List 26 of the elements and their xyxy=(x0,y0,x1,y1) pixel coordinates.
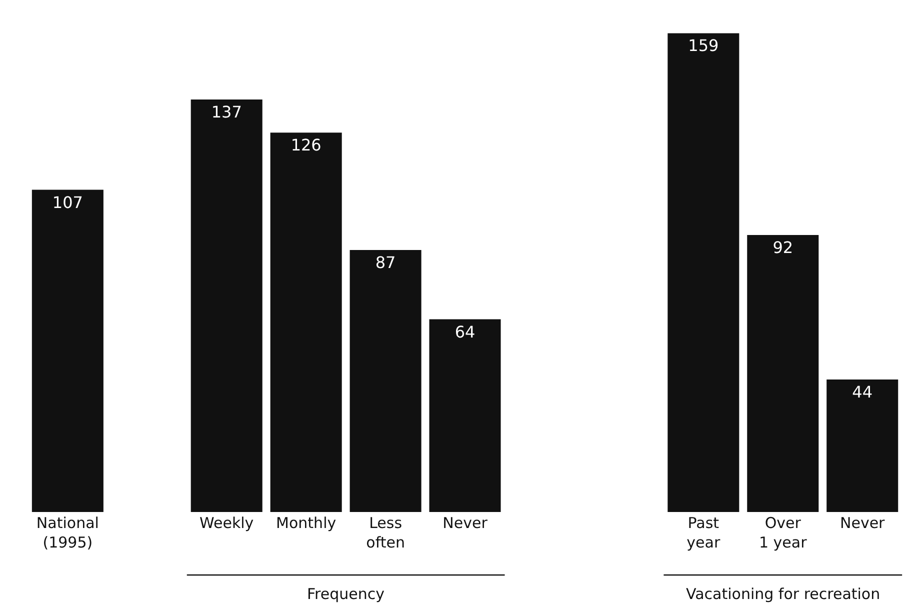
data-label: 159 xyxy=(688,36,719,56)
bar xyxy=(826,380,898,512)
data-label: 107 xyxy=(52,192,83,212)
x-tick-label: Monthly xyxy=(276,514,336,532)
data-label: 137 xyxy=(211,102,242,122)
x-tick-label: Weekly xyxy=(200,514,254,532)
x-tick-label: Less often xyxy=(366,514,405,552)
bar xyxy=(429,319,501,512)
bar xyxy=(350,250,422,512)
data-label: 87 xyxy=(375,253,396,272)
data-label: 92 xyxy=(772,238,794,257)
data-label: 64 xyxy=(454,322,476,342)
bar xyxy=(190,99,262,512)
x-tick-label: National (1995) xyxy=(36,514,99,552)
text: Vacationing for recreation xyxy=(686,585,880,603)
text: Frequency xyxy=(307,585,385,603)
bar xyxy=(668,33,740,512)
x-tick-label: Over 1 year xyxy=(758,514,808,552)
bar xyxy=(747,234,819,512)
bar xyxy=(270,132,342,512)
data-label: 126 xyxy=(290,136,322,155)
data-label: 44 xyxy=(852,382,873,402)
x-tick-label: Past year xyxy=(686,514,721,552)
x-tick-label: Never xyxy=(442,514,488,532)
bar xyxy=(32,190,104,512)
x-tick-label: Never xyxy=(840,514,886,532)
